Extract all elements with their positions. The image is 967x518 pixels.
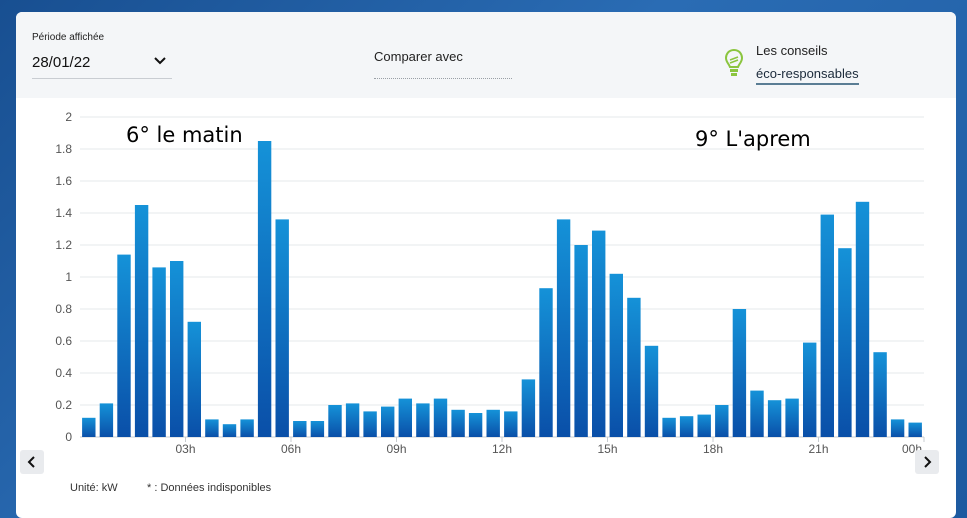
compare-label: Comparer avec (374, 49, 463, 64)
bar[interactable] (170, 261, 184, 437)
x-tick-label: 06h (281, 442, 301, 456)
x-tick-label: 09h (386, 442, 406, 456)
bar[interactable] (662, 417, 676, 437)
bar[interactable] (521, 379, 536, 437)
eco-tips-link[interactable]: éco-responsables (756, 66, 859, 85)
chart-grid (80, 116, 924, 438)
bar[interactable] (363, 411, 377, 437)
x-axis: 03h 06h 09h 12h 15h 18h 21h 00h (175, 437, 925, 456)
bar[interactable] (257, 141, 272, 437)
bar[interactable] (697, 414, 711, 437)
bar[interactable] (838, 248, 852, 437)
x-tick-label: 03h (175, 442, 195, 456)
y-tick-label: 1.8 (55, 142, 72, 156)
chart-bars (82, 141, 922, 437)
y-tick-label: 1.4 (55, 206, 72, 220)
bar[interactable] (644, 345, 659, 437)
bar[interactable] (187, 321, 201, 437)
bar[interactable] (609, 273, 623, 437)
chevron-left-icon (27, 456, 35, 468)
chevron-right-icon (924, 456, 932, 468)
x-tick-label: 21h (808, 442, 828, 456)
bar[interactable] (539, 288, 553, 437)
x-tick-label: 18h (703, 442, 723, 456)
unavailable-data-note: * : Données indisponibles (147, 482, 272, 494)
bar[interactable] (803, 342, 817, 437)
y-tick-label: 1.2 (55, 238, 72, 252)
bar[interactable] (240, 419, 254, 437)
bar[interactable] (99, 403, 114, 437)
y-tick-label: 0.6 (55, 334, 72, 348)
unit-label: Unité: kW (70, 482, 118, 494)
chevron-down-icon (154, 57, 166, 65)
bar[interactable] (855, 201, 870, 437)
bar[interactable] (873, 352, 887, 437)
bar[interactable] (908, 422, 922, 437)
period-label: Période affichée (32, 32, 105, 43)
bar[interactable] (486, 409, 500, 437)
bar[interactable] (345, 403, 360, 437)
lightbulb-icon (724, 48, 744, 76)
bar[interactable] (767, 400, 782, 437)
card-header: Période affichée 28/01/22 Comparer avec … (16, 12, 956, 98)
bar[interactable] (890, 419, 905, 437)
bar[interactable] (222, 424, 237, 437)
annotation-afternoon: 9° L'aprem (695, 127, 811, 151)
y-tick-label: 0.2 (55, 398, 72, 412)
bar[interactable] (381, 406, 395, 437)
bar[interactable] (82, 417, 96, 437)
bar[interactable] (715, 405, 729, 437)
y-tick-label: 2 (65, 110, 72, 124)
bar[interactable] (152, 267, 166, 437)
bar[interactable] (574, 245, 588, 437)
period-select[interactable]: 28/01/22 (32, 50, 172, 79)
bar[interactable] (433, 398, 448, 437)
tips-label: Les conseils (756, 43, 828, 58)
y-tick-label: 0.8 (55, 302, 72, 316)
x-tick-label: 12h (492, 442, 512, 456)
bar[interactable] (504, 411, 518, 437)
bar[interactable] (117, 254, 131, 437)
bar[interactable] (275, 219, 289, 437)
y-tick-label: 0 (65, 430, 72, 444)
bar[interactable] (592, 230, 606, 437)
bar[interactable] (732, 309, 747, 437)
y-tick-label: 1.6 (55, 174, 72, 188)
y-axis: 0 0.2 0.4 0.6 0.8 1 1.2 1.4 1.6 1.8 2 (55, 110, 72, 444)
bar[interactable] (627, 297, 641, 437)
bar[interactable] (556, 219, 571, 437)
bar[interactable] (134, 205, 149, 437)
period-value: 28/01/22 (32, 54, 91, 71)
bar[interactable] (310, 421, 325, 437)
bar[interactable] (416, 403, 430, 437)
previous-day-button[interactable] (20, 450, 44, 474)
y-tick-label: 1 (65, 270, 72, 284)
annotation-morning: 6° le matin (126, 123, 243, 147)
bar[interactable] (679, 416, 694, 437)
bar[interactable] (451, 409, 465, 437)
next-day-button[interactable] (915, 450, 939, 474)
bar[interactable] (398, 398, 412, 437)
x-tick-label: 15h (597, 442, 617, 456)
bar[interactable] (328, 405, 342, 437)
bar[interactable] (205, 419, 219, 437)
bar[interactable] (820, 214, 834, 437)
bar[interactable] (785, 398, 799, 437)
compare-select[interactable] (374, 66, 512, 79)
bar[interactable] (750, 390, 764, 437)
y-tick-label: 0.4 (55, 366, 72, 380)
bar[interactable] (293, 421, 307, 437)
bar[interactable] (468, 413, 483, 437)
